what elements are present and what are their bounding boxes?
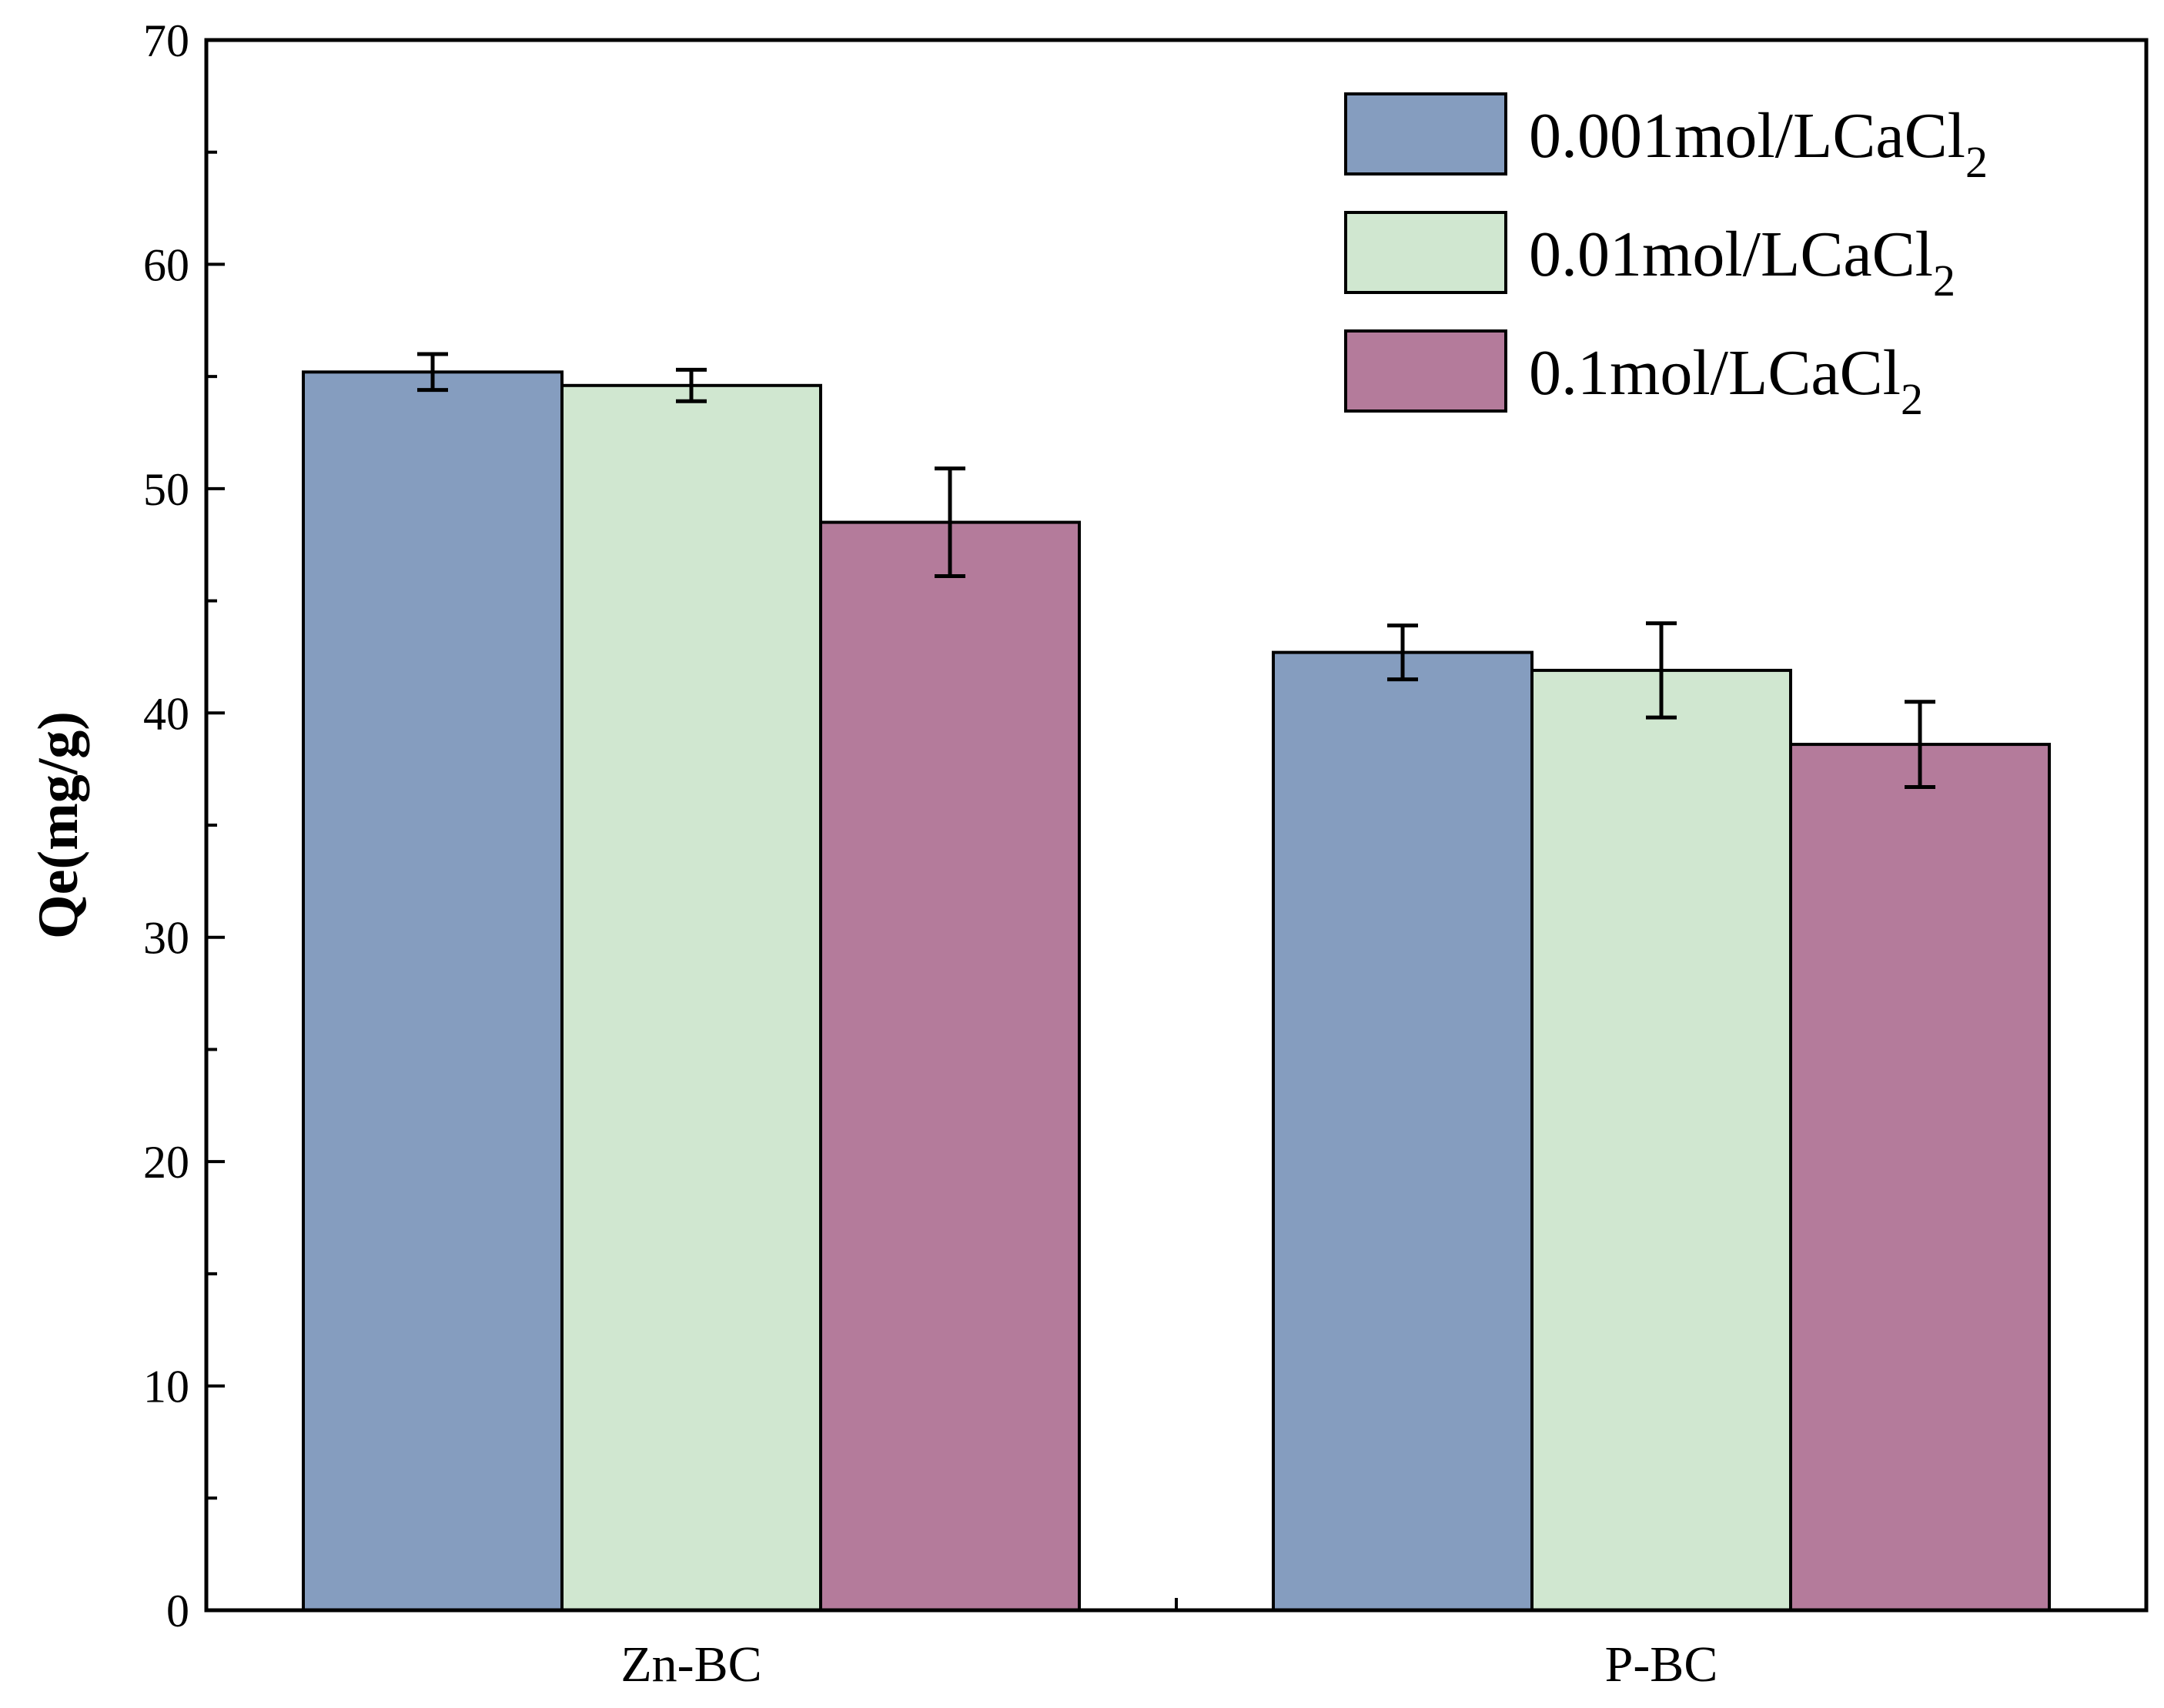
- legend-swatch: [1344, 92, 1507, 175]
- error-bar: [676, 367, 707, 403]
- bar-series: [302, 370, 2051, 1612]
- x-axis-ticks: Zn-BC P-BC: [620, 1579, 1717, 1693]
- x-tick-label: P-BC: [1605, 1636, 1718, 1693]
- y-tick-label: 0: [166, 1586, 189, 1636]
- y-tick-label: 60: [143, 239, 189, 290]
- bar: [1789, 743, 2051, 1612]
- error-bar: [417, 352, 448, 393]
- error-bar: [1646, 621, 1677, 720]
- y-tick-label: 10: [143, 1362, 189, 1412]
- y-tick-label: 70: [143, 15, 189, 66]
- x-tick-label: Zn-BC: [620, 1636, 761, 1693]
- bar: [1272, 650, 1534, 1612]
- bar: [1530, 668, 1792, 1612]
- y-axis-ticks: 0 10 20 30 40 50 60 70: [143, 15, 225, 1636]
- bar: [819, 520, 1081, 1612]
- plot-frame: [204, 38, 2149, 1613]
- error-bar: [1387, 623, 1418, 682]
- error-bar: [935, 466, 965, 579]
- error-bar: [1905, 700, 1935, 789]
- y-tick-label: 30: [143, 913, 189, 964]
- y-tick-label: 40: [143, 688, 189, 739]
- legend-swatch: [1344, 211, 1507, 294]
- error-bars: [417, 352, 1935, 789]
- legend-swatch: [1344, 329, 1507, 413]
- legend: 0.001mol/LCaCl20.01mol/LCaCl20.1mol/LCaC…: [1344, 92, 1988, 424]
- bar: [302, 370, 564, 1612]
- y-axis-title: Qe(mg/g): [27, 711, 90, 939]
- y-tick-label: 50: [143, 464, 189, 515]
- bar: [560, 383, 822, 1612]
- y-tick-label: 20: [143, 1137, 189, 1188]
